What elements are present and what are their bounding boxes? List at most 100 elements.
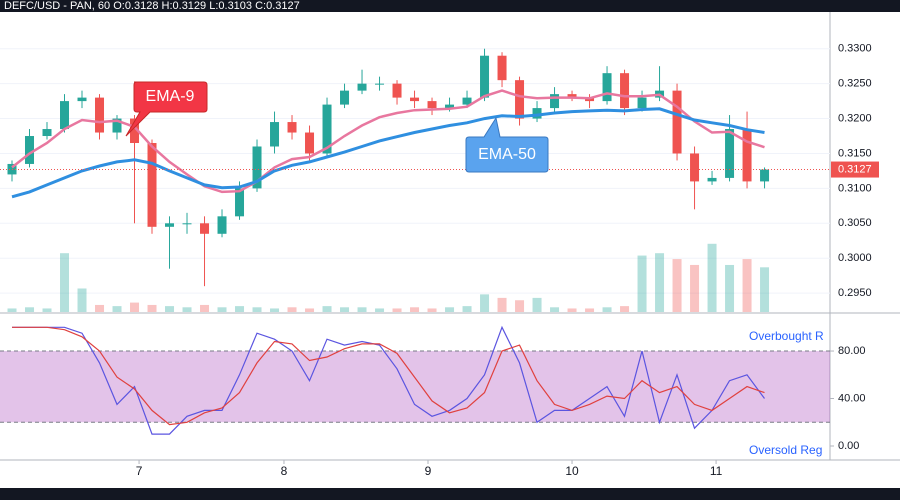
candle-body xyxy=(305,132,315,154)
stoch-band xyxy=(0,351,830,423)
volume-bar xyxy=(725,264,735,312)
candle-body xyxy=(690,153,700,182)
y-tick-label: 40.00 xyxy=(838,392,866,404)
volume-bar xyxy=(602,307,612,312)
volume-bar xyxy=(462,306,472,312)
volume-bar xyxy=(235,306,245,312)
x-tick-label: 10 xyxy=(565,464,579,478)
candle-body xyxy=(25,136,35,164)
candle-body xyxy=(707,177,717,182)
candle-body xyxy=(427,101,437,109)
volume-bar xyxy=(427,308,437,312)
volume-bar xyxy=(217,307,227,312)
y-tick-label: 0.00 xyxy=(838,440,859,452)
callout-label: EMA-9 xyxy=(146,88,195,105)
candle-body xyxy=(672,90,682,154)
candle-body xyxy=(95,97,105,133)
y-tick-label: 0.3000 xyxy=(838,252,872,264)
volume-bar xyxy=(410,307,420,312)
last-price-box xyxy=(831,161,879,178)
candle-body xyxy=(252,146,262,189)
y-tick-label: 0.2950 xyxy=(838,287,872,299)
chart-title: DEFC/USD - PAN, 60 O:0.3128 H:0.3129 L:0… xyxy=(4,0,300,12)
candle-body xyxy=(77,97,87,102)
callout xyxy=(465,116,549,173)
candle-body xyxy=(480,55,490,98)
band-label: Oversold Reg xyxy=(749,443,822,457)
ema-line xyxy=(11,107,765,199)
candle-body xyxy=(602,73,612,102)
volume-bar xyxy=(655,253,665,312)
candle-body xyxy=(42,129,52,137)
y-tick-label: 80.00 xyxy=(838,345,866,357)
volume-bar xyxy=(340,307,350,312)
candle-body xyxy=(637,97,647,109)
candle-body xyxy=(392,83,402,98)
candle-body xyxy=(287,122,297,133)
volume-bar xyxy=(95,304,105,312)
candle-body xyxy=(445,104,455,109)
volume-bar xyxy=(147,304,157,312)
stoch-line xyxy=(12,325,765,435)
candle-body xyxy=(217,216,227,234)
volume-bar xyxy=(42,308,52,312)
volume-bar xyxy=(130,302,140,312)
volume-bar xyxy=(445,307,455,312)
candle-body xyxy=(567,94,577,98)
candle-body xyxy=(130,118,140,144)
y-tick-label: 0.3150 xyxy=(838,147,872,159)
volume-bar xyxy=(322,306,332,312)
candle-body xyxy=(410,97,420,102)
volume-bar xyxy=(77,288,87,312)
candle-body xyxy=(357,83,367,91)
y-tick-label: 0.3300 xyxy=(838,43,872,55)
candle-body xyxy=(200,223,210,234)
candle-body xyxy=(375,83,385,85)
volume-bar xyxy=(7,308,17,312)
candle-body xyxy=(147,143,157,227)
y-tick-label: 0.3050 xyxy=(838,217,872,229)
candle-body xyxy=(462,97,472,105)
candle-body xyxy=(270,122,280,147)
callout xyxy=(125,81,208,137)
volume-bar xyxy=(497,297,507,312)
candle-body xyxy=(620,73,630,109)
candle-body xyxy=(742,129,752,182)
volume-bar xyxy=(112,306,122,312)
volume-bar xyxy=(392,308,402,312)
y-tick-label: 0.3250 xyxy=(838,78,872,90)
volume-bar xyxy=(637,255,647,312)
candle-body xyxy=(725,129,735,178)
volume-bar xyxy=(287,307,297,312)
volume-bar xyxy=(200,304,210,312)
volume-bar xyxy=(707,243,717,312)
candle-body xyxy=(60,101,70,130)
volume-bar xyxy=(550,307,560,312)
candle-body xyxy=(322,104,332,154)
candle-body xyxy=(497,55,507,81)
candle-body xyxy=(182,223,192,225)
volume-bar xyxy=(760,267,770,312)
volume-bar xyxy=(25,307,35,312)
volume-bar xyxy=(182,307,192,312)
volume-bar xyxy=(742,259,752,312)
volume-bar xyxy=(515,300,525,312)
title-bar xyxy=(0,0,900,12)
stoch-line xyxy=(12,326,765,426)
x-tick-label: 9 xyxy=(425,464,432,478)
volume-bar xyxy=(672,259,682,312)
volume-bar xyxy=(532,297,542,312)
callout-label: EMA-50 xyxy=(478,146,536,163)
candle-body xyxy=(515,80,525,119)
volume-bar xyxy=(165,306,175,312)
candle-body xyxy=(165,223,175,227)
ema-line xyxy=(11,89,765,194)
volume-bar xyxy=(375,308,385,312)
band-label: Overbought R xyxy=(749,329,824,343)
x-tick-label: 11 xyxy=(710,464,723,478)
y-tick-label: 0.3100 xyxy=(838,182,872,194)
candle-body xyxy=(112,118,122,133)
volume-bar xyxy=(270,308,280,312)
